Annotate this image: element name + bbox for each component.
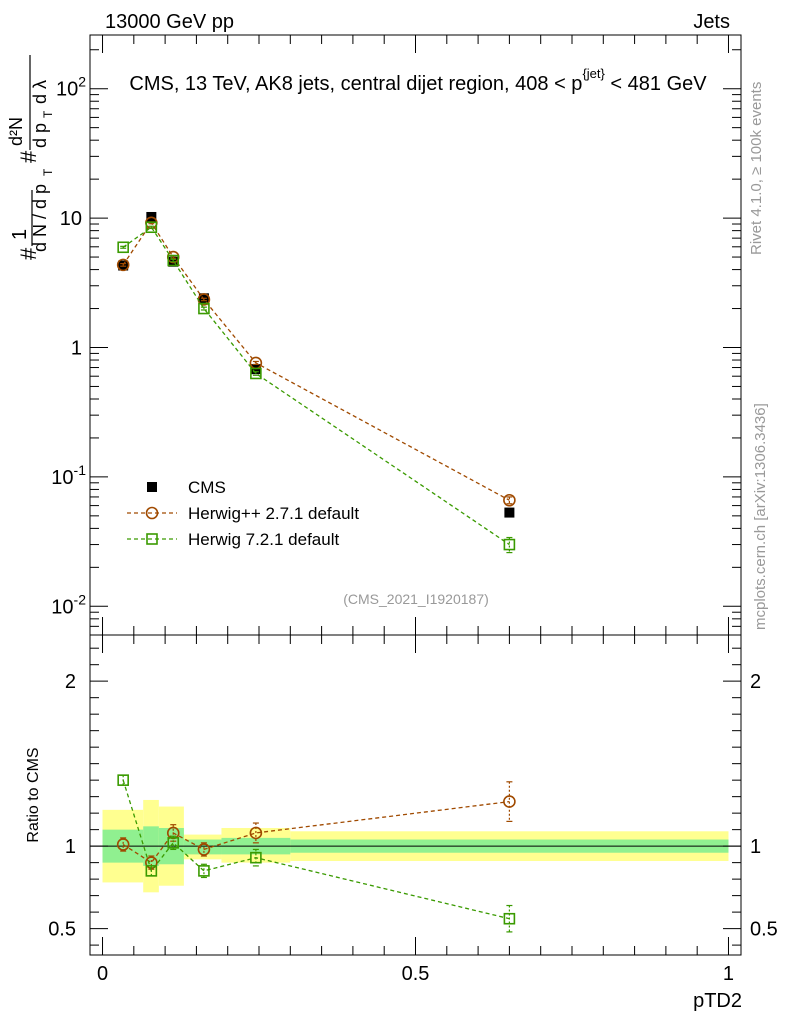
- legend-marker-cms: [147, 482, 157, 492]
- svg-text:#: #: [16, 247, 41, 260]
- ratio-point-herwig-7-2-1-default: [145, 865, 158, 877]
- ratio-point-herwig-2-7-1-default: [503, 795, 516, 808]
- ratio-point-herwig-7-2-1-default: [198, 865, 210, 877]
- main-series-group: [116, 211, 516, 554]
- main-point-herwig-2-7-1-default: [116, 258, 130, 272]
- main-chart-title: CMS, 13 TeV, AK8 jets, central dijet reg…: [129, 66, 707, 95]
- x-tick-label: 0: [97, 963, 108, 985]
- main-y-tick-label: 10: [60, 208, 82, 230]
- main-y-tick-label: 1: [71, 337, 82, 359]
- ratio-inner-band: [183, 839, 222, 855]
- ratio-axis-ticks: 0.5 0.5 1 1 2 2 0 0.5 1: [48, 635, 778, 985]
- main-y-axis-label: # 1 d N / d p T # d²N d p T d λ: [6, 55, 55, 260]
- legend: CMS Herwig++ 2.7.1 default Herwig 7.2.1 de…: [127, 478, 359, 549]
- legend-marker-herwig-7-2-1-default: [146, 533, 158, 545]
- ratio-series-group: [116, 774, 516, 933]
- legend-label-cms: CMS: [188, 478, 226, 497]
- x-tick-label: 1: [723, 963, 734, 985]
- ratio-y-tick-label-right: 2: [750, 671, 761, 693]
- ratio-y-tick-label-left: 1: [65, 836, 76, 858]
- ratio-point-herwig-2-7-1-default: [116, 838, 130, 851]
- ratio-line-herwig-7-2-1-default: [122, 779, 510, 920]
- svg-text:d λ: d λ: [30, 80, 50, 104]
- side-rivet-label: Rivet 4.1.0, ≥ 100k events: [748, 82, 765, 255]
- x-tick-label: 0.5: [402, 963, 430, 985]
- svg-text:1: 1: [9, 229, 31, 240]
- ratio-point-herwig-7-2-1-default: [167, 837, 180, 849]
- main-point-herwig-7-2-1-default: [198, 302, 210, 315]
- main-point-herwig-7-2-1-default: [503, 538, 516, 551]
- legend-label-herwig-2-7-1-default: Herwig++ 2.7.1 default: [188, 504, 359, 523]
- main-point-herwig-2-7-1-default: [503, 493, 516, 507]
- header-energy: 13000 GeV pp: [105, 11, 234, 33]
- ratio-point-herwig-7-2-1-default: [250, 851, 262, 864]
- ratio-plot-frame: [89, 634, 742, 956]
- ratio-y-axis-label: Ratio to CMS: [25, 747, 42, 842]
- main-point-cms: [504, 507, 515, 518]
- analysis-tag: (CMS_2021_I1920187): [343, 591, 489, 607]
- main-y-tick-label: 10-1: [51, 462, 86, 489]
- ratio-y-tick-label-right: 1: [750, 836, 761, 858]
- svg-text:T: T: [41, 110, 55, 118]
- main-y-tick-label: 102: [56, 74, 86, 101]
- legend-marker-herwig-2-7-1-default: [145, 506, 159, 520]
- svg-text:d²N: d²N: [6, 117, 26, 146]
- svg-text:d N / d p: d N / d p: [30, 184, 50, 252]
- main-axis-ticks: 10-2 10-1 1 10 102: [51, 35, 741, 636]
- main-y-tick-label: 10-2: [51, 591, 86, 618]
- ratio-point-herwig-7-2-1-default: [503, 912, 516, 925]
- ratio-point-herwig-2-7-1-default: [249, 826, 263, 840]
- ratio-y-tick-label-left: 2: [65, 671, 76, 693]
- legend-label-herwig-7-2-1-default: Herwig 7.2.1 default: [188, 530, 339, 549]
- main-point-herwig-7-2-1-default: [250, 367, 262, 380]
- header-category: Jets: [693, 11, 730, 33]
- x-axis-label: pTD2: [693, 990, 742, 1012]
- ratio-point-herwig-2-7-1-default: [145, 856, 158, 869]
- svg-text:T: T: [41, 168, 55, 176]
- ratio-y-tick-label-left: 0.5: [48, 919, 76, 941]
- ratio-point-herwig-2-7-1-default: [197, 843, 211, 856]
- ratio-line-herwig-2-7-1-default: [122, 800, 510, 864]
- main-point-herwig-7-2-1-default: [167, 254, 180, 267]
- main-line-herwig-2-7-1-default: [122, 221, 510, 501]
- svg-text:#: #: [16, 150, 41, 163]
- ratio-point-herwig-7-2-1-default: [117, 774, 129, 786]
- side-mcplots-label: mcplots.cern.ch [arXiv:1306.3436]: [752, 403, 769, 630]
- main-point-herwig-7-2-1-default: [117, 241, 129, 254]
- svg-text:d p: d p: [30, 123, 50, 148]
- main-point-herwig-7-2-1-default: [145, 221, 158, 234]
- ratio-y-tick-label-right: 0.5: [750, 919, 778, 941]
- main-line-herwig-7-2-1-default: [122, 226, 510, 546]
